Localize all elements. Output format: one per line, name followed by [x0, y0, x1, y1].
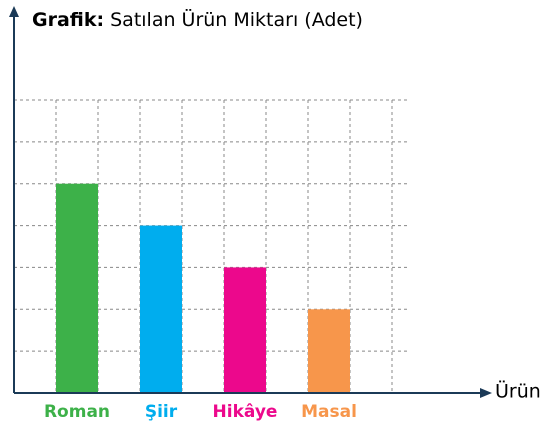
chart-title: Grafik: Satılan Ürün Miktarı (Adet)	[32, 8, 363, 31]
bar	[140, 225, 182, 393]
bar	[56, 183, 98, 393]
bar	[308, 309, 350, 393]
x-tick-label: Şiir	[145, 402, 178, 422]
y-axis-arrow	[9, 6, 19, 17]
x-tick-label: Masal	[301, 402, 357, 422]
x-tick-label: Hikâye	[213, 402, 278, 422]
title-label: Grafik:	[32, 9, 104, 31]
bar	[224, 267, 266, 393]
x-tick-label: Roman	[44, 402, 110, 422]
plot	[56, 183, 350, 393]
x-axis-label: Ürün	[495, 380, 541, 403]
title-text: Satılan Ürün Miktarı (Adet)	[110, 8, 363, 31]
x-axis-arrow	[480, 388, 492, 398]
